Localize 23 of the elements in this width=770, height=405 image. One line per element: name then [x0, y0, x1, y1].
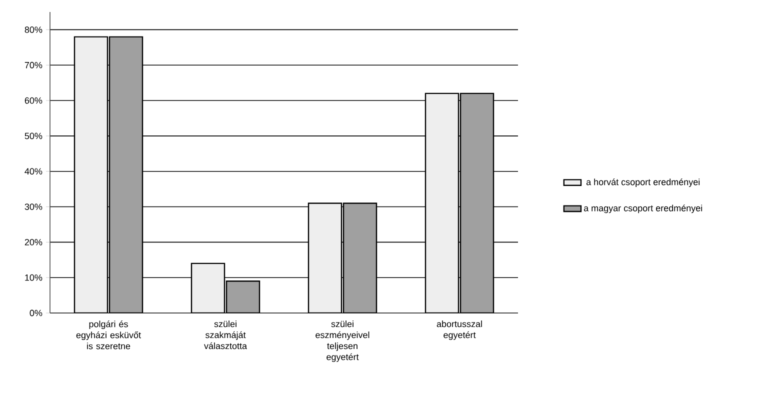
x-tick-label: abortusszal egyetért	[436, 320, 482, 340]
x-tick-label: polgári és egyházi esküvőt is szeretne	[76, 320, 141, 350]
bar	[108, 36, 144, 313]
bar	[308, 202, 342, 313]
y-tick-label: 20%	[24, 238, 42, 246]
bar	[190, 262, 226, 313]
bar	[342, 202, 378, 313]
bar	[226, 280, 260, 313]
y-tick-label: 70%	[24, 62, 42, 68]
y-tick-label: 40%	[24, 168, 42, 175]
y-tick-label: 80%	[24, 26, 42, 33]
y-tick-label: 30%	[24, 204, 42, 210]
y-tick-label: 50%	[24, 132, 42, 140]
x-tick-label: szülei eszményeivel teljesen egyetért	[316, 320, 370, 362]
legend-label: a magyar csoport eredményei	[584, 204, 702, 214]
legend-label: a horvát csoport eredményei	[586, 178, 700, 187]
bar	[424, 92, 460, 313]
y-tick-label: 0%	[30, 310, 42, 316]
bar	[74, 36, 108, 313]
bar	[460, 92, 494, 313]
y-tick-label: 10%	[25, 274, 42, 281]
x-tick-label: szülei szakmáját választotta	[204, 320, 248, 350]
y-tick-label: 60%	[24, 97, 42, 104]
